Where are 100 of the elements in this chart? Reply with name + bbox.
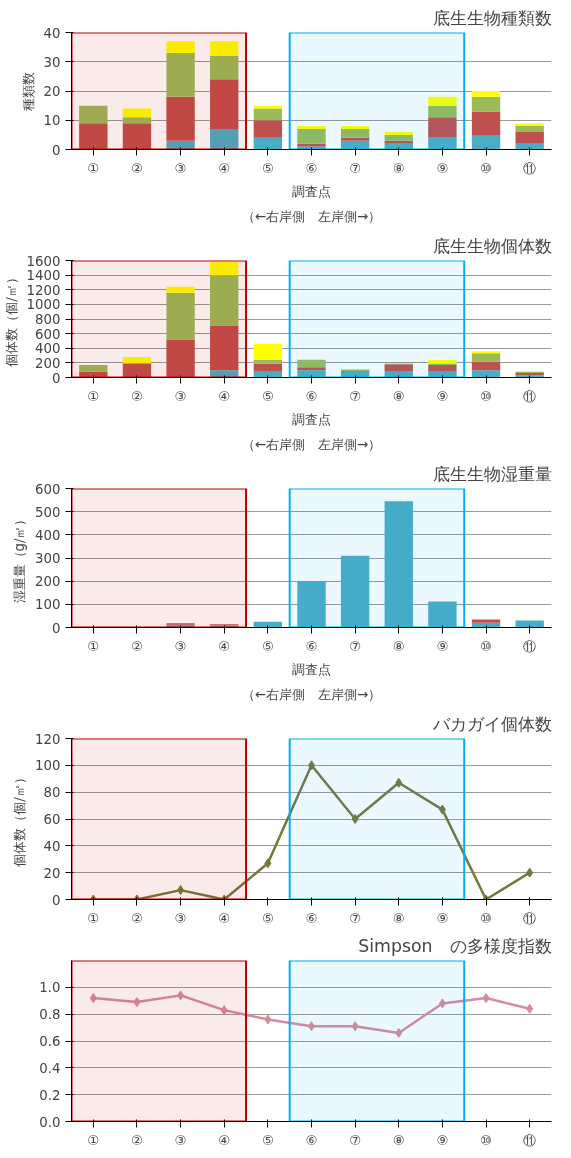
- x-tick-label: ④: [218, 1132, 231, 1148]
- x-tick-label: ①: [87, 1132, 100, 1148]
- x-tick-label: ⑧: [392, 160, 405, 176]
- y-tick-label: 80: [43, 785, 61, 801]
- x-tick-label: ⑩: [480, 910, 493, 926]
- x-tick-label: ⑧: [392, 1132, 405, 1148]
- y-tick-label: 500: [35, 504, 61, 520]
- x-tick-label: ④: [218, 638, 231, 654]
- y-tick-label: 1400: [26, 268, 61, 284]
- y-tick-label: 0: [52, 370, 61, 386]
- x-tick-label: ②: [130, 638, 143, 654]
- x-tick-label: ⑧: [392, 910, 405, 926]
- y-tick-label: 1.0: [39, 980, 61, 996]
- y-axis-title: 個体数（個/㎡）: [12, 771, 28, 867]
- chart-title: バカガイ個体数: [431, 713, 552, 734]
- x-tick-label: ⑤: [261, 638, 274, 654]
- y-tick-label: 0: [52, 620, 61, 636]
- x-tick-label: ⑨: [436, 388, 449, 404]
- x-tick-label: ⑥: [305, 638, 318, 654]
- text: （←右岸側 左岸側→）: [241, 436, 382, 452]
- y-axis-title: 個体数（個/㎡）: [3, 271, 19, 367]
- y-tick-label: 0: [52, 892, 61, 908]
- x-tick-label: ③: [174, 910, 187, 926]
- x-tick-label: ⑤: [261, 1132, 274, 1148]
- y-tick-label: 1600: [26, 253, 61, 269]
- y-tick-label: 100: [35, 597, 61, 613]
- x-tick-label: ②: [130, 388, 143, 404]
- x-tick-label: ①: [87, 638, 100, 654]
- x-tick-label: ⑩: [480, 388, 493, 404]
- x-tick-label: ⑤: [261, 160, 274, 176]
- x-tick-label: ⑩: [480, 160, 493, 176]
- x-tick-label: ③: [174, 638, 187, 654]
- x-tick-label: ⑦: [349, 638, 362, 654]
- y-tick-label: 800: [35, 312, 61, 327]
- y-tick-label: 200: [35, 574, 61, 590]
- x-tick-label: ⑪: [523, 910, 537, 926]
- x-tick-label: ⑪: [523, 638, 537, 654]
- y-tick-label: 60: [43, 812, 61, 827]
- x-tick-label: ⑦: [349, 388, 362, 404]
- y-tick-label: 0.4: [39, 1060, 61, 1076]
- x-tick-label: ③: [174, 388, 187, 404]
- y-tick-label: 40: [43, 838, 61, 854]
- chart-title: Simpson の多様度指数: [358, 935, 552, 956]
- y-tick-label: 40: [43, 25, 61, 41]
- x-tick-label: ②: [130, 160, 143, 176]
- y-tick-label: 1000: [26, 297, 61, 313]
- x-tick-label: ④: [218, 160, 231, 176]
- chart-title: 底生生物個体数: [432, 235, 552, 256]
- y-tick-label: 0.0: [39, 1114, 61, 1130]
- y-tick-label: 0.6: [39, 1034, 61, 1049]
- x-tick-label: ③: [174, 160, 187, 176]
- x-tick-label: ②: [130, 910, 143, 926]
- y-tick-label: 400: [35, 341, 61, 357]
- x-tick-label: ②: [130, 1132, 143, 1148]
- y-tick-label: 600: [35, 326, 61, 342]
- x-tick-label: ⑦: [349, 910, 362, 926]
- x-tick-label: ⑨: [436, 160, 449, 176]
- x-tick-label: ⑨: [436, 638, 449, 654]
- y-tick-label: 0.8: [39, 1007, 61, 1023]
- x-tick-label: ⑪: [523, 160, 537, 176]
- x-tick-label: ⑨: [436, 910, 449, 926]
- chart-title: 底生生物湿重量: [432, 463, 552, 484]
- y-tick-label: 0: [52, 142, 61, 158]
- y-tick-label: 30: [43, 54, 61, 70]
- x-axis-title: 調査点: [292, 183, 331, 199]
- x-tick-label: ④: [218, 910, 231, 926]
- x-tick-label: ①: [87, 160, 100, 176]
- x-tick-label: ③: [174, 1132, 187, 1148]
- x-tick-label: ⑩: [480, 1132, 493, 1148]
- y-axis-title: 湿重量（g/㎡）: [12, 512, 28, 604]
- x-tick-label: ⑪: [523, 388, 537, 404]
- x-tick-label: ④: [218, 388, 231, 404]
- y-tick-label: 200: [35, 355, 61, 371]
- x-axis-title: 調査点: [292, 411, 331, 427]
- x-tick-label: ⑧: [392, 388, 405, 404]
- y-tick-label: 20: [43, 84, 61, 99]
- y-tick-label: 600: [35, 481, 61, 497]
- text: （←右岸側 左岸側→）: [241, 686, 382, 702]
- x-tick-label: ⑨: [436, 1132, 449, 1148]
- x-tick-label: ①: [87, 388, 100, 404]
- x-tick-label: ⑦: [349, 1132, 362, 1148]
- chart-title: 底生生物種類数: [432, 7, 552, 28]
- y-tick-label: 400: [35, 527, 61, 543]
- x-tick-label: ①: [87, 910, 100, 926]
- x-tick-label: ⑥: [305, 388, 318, 404]
- y-tick-label: 100: [35, 758, 61, 774]
- x-tick-label: ⑥: [305, 160, 318, 176]
- x-tick-label: ⑪: [523, 1132, 537, 1148]
- x-tick-label: ⑥: [305, 910, 318, 926]
- x-tick-label: ⑥: [305, 1132, 318, 1148]
- text: （←右岸側 左岸側→）: [241, 208, 382, 224]
- y-tick-label: 1200: [26, 282, 61, 298]
- x-tick-label: ⑦: [349, 160, 362, 176]
- x-tick-label: ⑤: [261, 388, 274, 404]
- x-tick-label: ⑤: [261, 910, 274, 926]
- y-tick-label: 0.2: [39, 1087, 61, 1103]
- y-tick-label: 20: [43, 865, 61, 881]
- x-tick-label: ⑩: [480, 638, 493, 654]
- x-tick-label: ⑧: [392, 638, 405, 654]
- x-axis-title: 調査点: [292, 661, 331, 677]
